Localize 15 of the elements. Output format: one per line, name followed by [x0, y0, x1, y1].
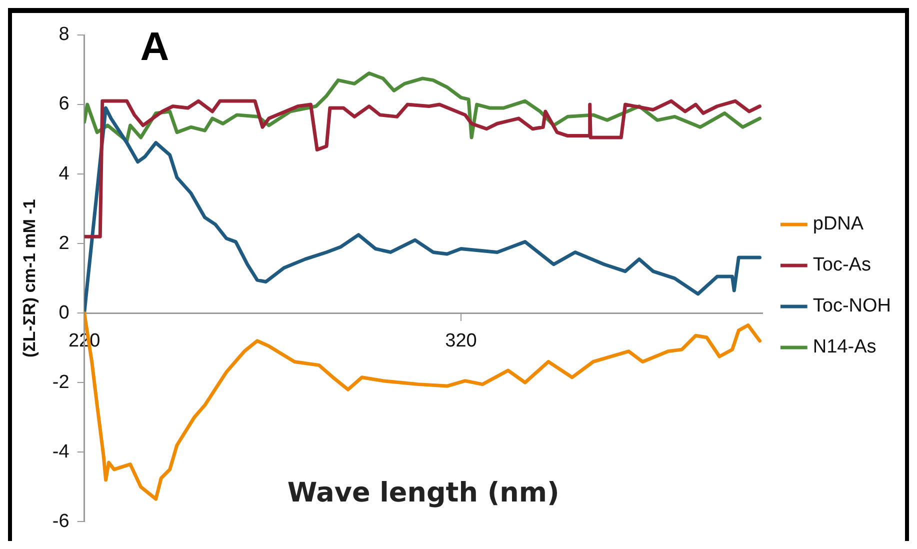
y-tick-label: 8: [58, 24, 70, 46]
y-tick-label: 2: [58, 232, 70, 254]
y-axis-title: (ΣL-ΣR) cm-1 mM -1: [20, 199, 39, 358]
y-tick-label: -6: [52, 510, 70, 532]
legend-label: pDNA: [812, 214, 864, 235]
legend-label: Toc-As: [812, 254, 871, 276]
x-tick-label: 320: [445, 330, 477, 352]
legend-label: Toc-NOH: [812, 296, 892, 317]
y-tick-label: -2: [52, 372, 70, 393]
x-axis-title: Wave length (nm): [287, 478, 560, 509]
y-tick-label: 6: [58, 94, 70, 115]
y-tick-label: 0: [58, 302, 70, 324]
annotation: A: [140, 25, 170, 70]
y-tick-label: -4: [52, 441, 70, 462]
y-tick-label: 4: [58, 163, 70, 184]
